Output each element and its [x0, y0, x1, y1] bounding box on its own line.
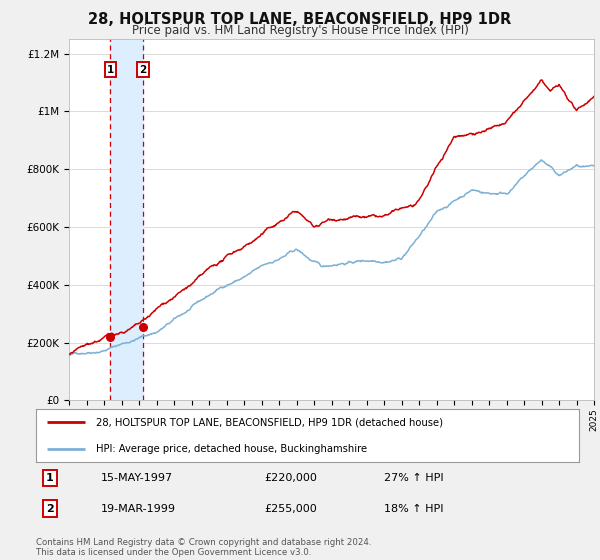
Text: 1: 1	[46, 473, 53, 483]
Text: 2: 2	[139, 64, 146, 74]
Text: 18% ↑ HPI: 18% ↑ HPI	[383, 503, 443, 514]
Text: 28, HOLTSPUR TOP LANE, BEACONSFIELD, HP9 1DR (detached house): 28, HOLTSPUR TOP LANE, BEACONSFIELD, HP9…	[96, 417, 443, 427]
Text: 27% ↑ HPI: 27% ↑ HPI	[383, 473, 443, 483]
Text: £220,000: £220,000	[264, 473, 317, 483]
Text: HPI: Average price, detached house, Buckinghamshire: HPI: Average price, detached house, Buck…	[96, 444, 367, 454]
Text: Price paid vs. HM Land Registry's House Price Index (HPI): Price paid vs. HM Land Registry's House …	[131, 24, 469, 37]
Text: Contains HM Land Registry data © Crown copyright and database right 2024.: Contains HM Land Registry data © Crown c…	[36, 538, 371, 547]
Text: 1: 1	[107, 64, 114, 74]
Text: £255,000: £255,000	[264, 503, 317, 514]
Text: 28, HOLTSPUR TOP LANE, BEACONSFIELD, HP9 1DR: 28, HOLTSPUR TOP LANE, BEACONSFIELD, HP9…	[88, 12, 512, 27]
Text: This data is licensed under the Open Government Licence v3.0.: This data is licensed under the Open Gov…	[36, 548, 311, 557]
Bar	[110, 39, 143, 400]
Text: 19-MAR-1999: 19-MAR-1999	[101, 503, 176, 514]
Text: 2: 2	[46, 503, 53, 514]
Text: 15-MAY-1997: 15-MAY-1997	[101, 473, 173, 483]
